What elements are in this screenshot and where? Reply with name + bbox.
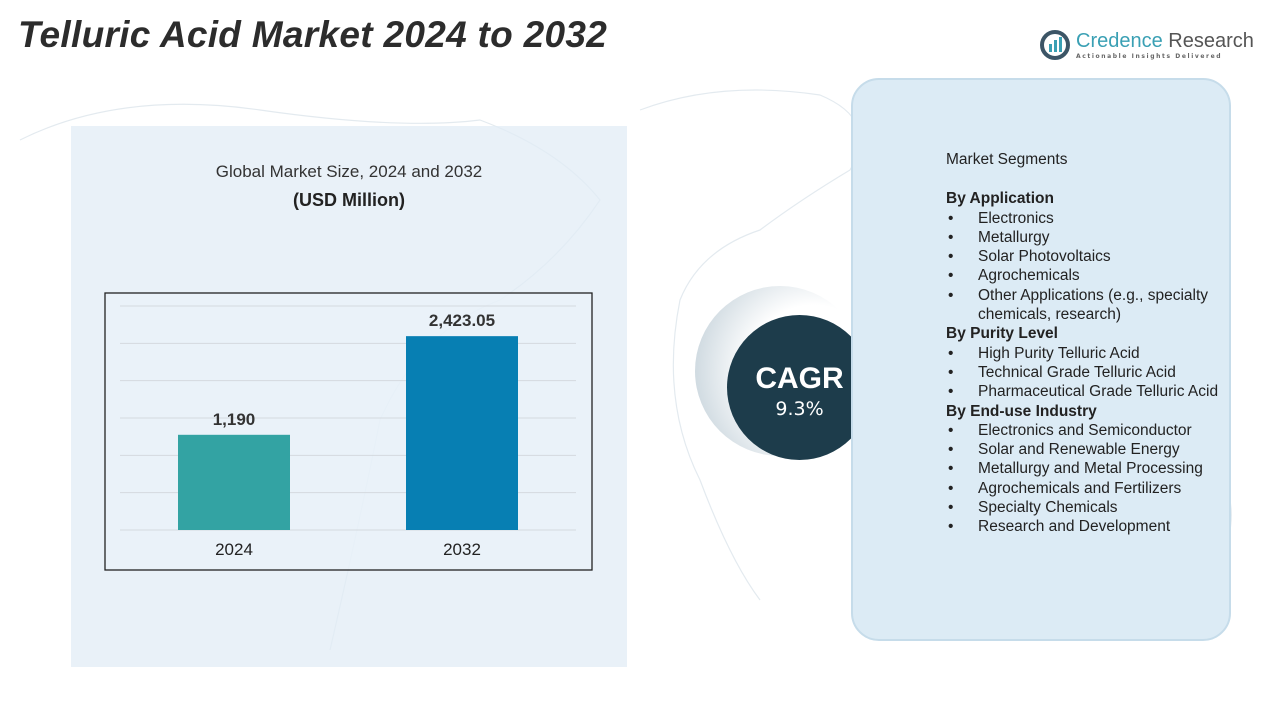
segment-group-title: By End-use Industry — [946, 402, 1097, 420]
logo-tagline: Actionable Insights Delivered — [1076, 53, 1223, 60]
segments-heading: Market Segments — [946, 151, 1068, 168]
segment-group-title: By Application — [946, 190, 1054, 208]
credence-research-logo: Credence Research Actionable Insights De… — [1040, 30, 1254, 60]
data-label: 2,423.05 — [429, 311, 495, 330]
segment-item: Pharmaceutical Grade Telluric Acid — [946, 382, 1236, 402]
segment-item: Specialty Chemicals — [946, 498, 1236, 518]
chart-title: Global Market Size, 2024 and 2032 — [215, 162, 483, 181]
cagr-badge: CAGR 9.3% — [727, 315, 872, 460]
segment-item: Agrochemicals — [946, 266, 1236, 286]
segment-group-title: By Purity Level — [946, 325, 1058, 343]
segment-item: Agrochemicals and Fertilizers — [946, 479, 1236, 499]
segment-item: Research and Development — [946, 517, 1236, 537]
x-tick-label: 2032 — [443, 540, 481, 559]
cagr-label: CAGR — [755, 362, 844, 395]
cagr-value: 9.3% — [775, 398, 824, 420]
bar-2024 — [178, 434, 290, 530]
segment-item: Solar and Renewable Energy — [946, 440, 1236, 460]
segment-item: High Purity Telluric Acid — [946, 344, 1236, 364]
page-title: Telluric Acid Market 2024 to 2032 — [18, 14, 608, 55]
segment-item: Metallurgy — [946, 228, 1236, 248]
data-label: 1,190 — [213, 410, 256, 429]
segment-item: Other Applications (e.g., specialty chem… — [946, 286, 1236, 325]
chart-subtitle: (USD Million) — [293, 190, 405, 210]
bar-2032 — [406, 336, 518, 530]
segment-item: Electronics and Semiconductor — [946, 421, 1236, 441]
segment-item: Metallurgy and Metal Processing — [946, 459, 1236, 479]
logo-name-1: Credence — [1076, 30, 1163, 52]
x-tick-label: 2024 — [215, 540, 253, 559]
segments-list: Market Segments By ApplicationElectronic… — [946, 150, 1236, 537]
logo-name-2: Research — [1168, 30, 1254, 52]
segment-item: Technical Grade Telluric Acid — [946, 363, 1236, 383]
logo-icon — [1040, 30, 1070, 60]
segment-item: Electronics — [946, 209, 1236, 229]
segment-item: Solar Photovoltaics — [946, 247, 1236, 267]
